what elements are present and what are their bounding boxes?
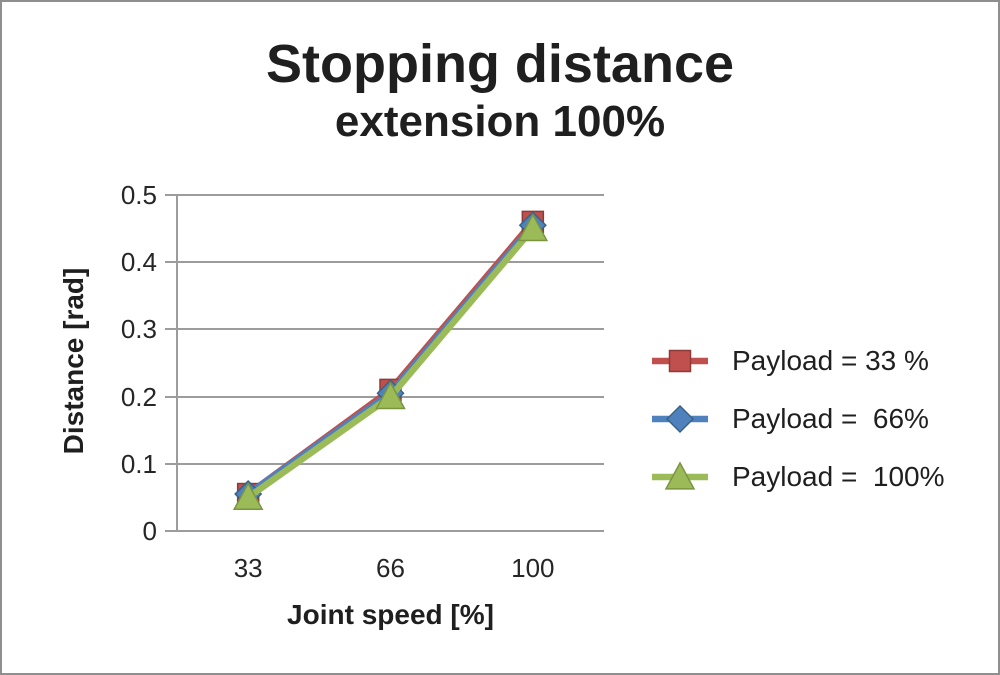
series-line-1 <box>244 221 537 498</box>
y-axis-line <box>176 195 178 532</box>
legend-triangle-marker-icon <box>664 461 696 490</box>
legend-item-1: Payload = 66% <box>652 401 929 437</box>
legend-diamond-marker-icon <box>665 404 695 434</box>
legend-square-marker-icon <box>668 349 692 373</box>
legend-label-1: Payload = 66% <box>732 403 929 434</box>
y-tick-label-0.4: 0.4 <box>120 247 157 278</box>
chart-title-line1: Stopping distance <box>265 34 735 94</box>
gridline-y-0.3 <box>165 328 604 331</box>
y-tick-label-0.5: 0.5 <box>120 180 157 210</box>
gridline-y-0 <box>165 530 604 532</box>
legend-swatch-diamond-icon <box>652 404 708 434</box>
legend-swatch-triangle-icon <box>652 461 708 490</box>
x-axis-title: Joint speed [%] <box>287 599 494 630</box>
legend-item-0: Payload = 33 % <box>652 343 929 379</box>
gridline-y-0.4 <box>165 261 604 264</box>
legend-label-0: Payload = 33 % <box>732 345 929 376</box>
series-line-0 <box>244 218 537 498</box>
legend-swatch-square-icon <box>652 349 708 373</box>
gridline-y-0.5 <box>165 194 604 196</box>
gridline-y-0.1 <box>165 462 604 465</box>
chart-title-line2: extension 100% <box>334 97 666 146</box>
legend-item-2: Payload = 100% <box>652 459 945 495</box>
y-tick-label-0: 0 <box>142 516 157 546</box>
y-tick-label-0.3: 0.3 <box>120 314 157 345</box>
x-tick-label-100: 100 <box>511 553 555 583</box>
series-2-triangle-marker-100 <box>517 213 549 242</box>
y-tick-label-0.2: 0.2 <box>120 381 157 412</box>
legend-label-2: Payload = 100% <box>732 461 945 492</box>
chart-title: Stopping distance extension 100% <box>2 32 998 148</box>
series-2-triangle-marker-66 <box>375 381 406 410</box>
x-tick-label-33: 33 <box>233 553 263 583</box>
y-tick-label-0.1: 0.1 <box>120 448 157 479</box>
x-tick-label-66: 66 <box>376 553 405 583</box>
series-2-triangle-marker-33 <box>232 481 264 511</box>
